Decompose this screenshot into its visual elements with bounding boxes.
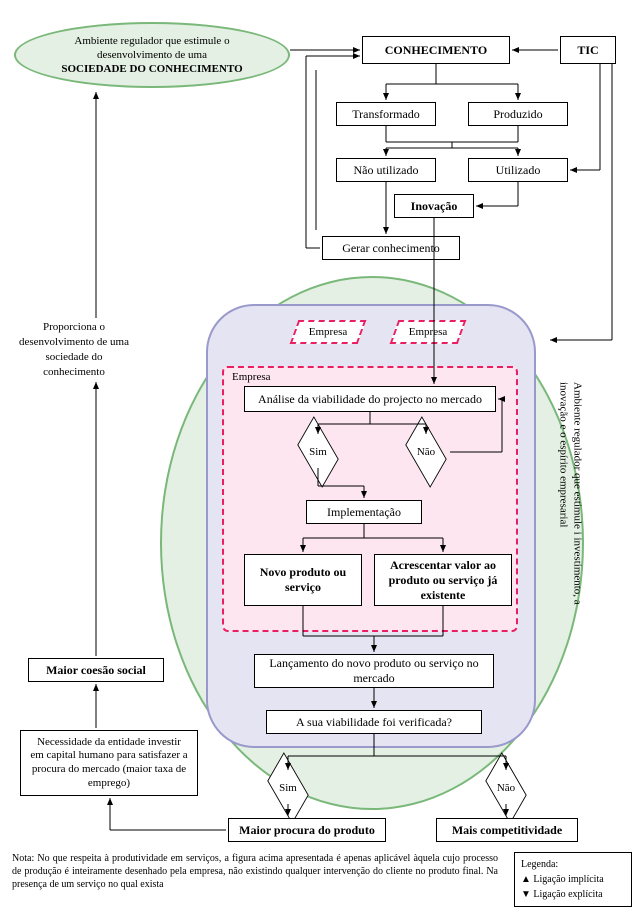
nao2-label: Não [482, 772, 530, 804]
coesao-box: Maior coesão social [28, 658, 164, 682]
top-ellipse: Ambiente regulador que estimule o desenv… [14, 22, 290, 88]
legend-implicit: Ligação implícita [533, 874, 603, 885]
impl-box: Implementação [306, 500, 422, 524]
conhecimento-box: CONHECIMENTO [362, 36, 510, 64]
empresa-para-1: Empresa [294, 320, 362, 344]
novo-box: Novo produto ou serviço [244, 554, 362, 606]
ellipse-line2: desenvolvimento de uma [97, 49, 207, 61]
ellipse-line1: Ambiente regulador que estimule o [74, 35, 229, 47]
empresa-label: Empresa [232, 370, 270, 385]
note-text: Nota: No que respeita à produtividade em… [12, 852, 498, 891]
legend-box: Legenda: ▲ Ligação implícita ▼ Ligação e… [514, 852, 632, 907]
proporciona-text: Proporciona o desenvolvimento de uma soc… [14, 320, 134, 379]
ellipse-line3: SOCIEDADE DO CONHECIMENTO [61, 63, 242, 75]
nao-utilizado-box: Não utilizado [336, 158, 436, 182]
empresa-para-2: Empresa [394, 320, 462, 344]
empresa-para-1-label: Empresa [294, 320, 362, 344]
necessidade-box: Necessidade da entidade investir em capi… [20, 730, 198, 796]
empresa-para-2-label: Empresa [394, 320, 462, 344]
nao-diamond: Não [402, 436, 450, 468]
triangle-up-icon: ▲ [521, 874, 531, 885]
inovacao-box: Inovação [394, 194, 474, 218]
verif-box: A sua viabilidade foi verificada? [266, 710, 482, 734]
analise-box: Análise da viabilidade do projecto no me… [244, 386, 496, 412]
procura-box: Maior procura do produto [228, 818, 386, 842]
legend-title: Legenda: [521, 857, 625, 872]
nao2-diamond: Não [482, 772, 530, 804]
vert-text: Ambiente regulador que estimule i invest… [556, 382, 585, 610]
triangle-down-icon: ▼ [521, 889, 531, 900]
lanc-box: Lançamento do novo produto ou serviço no… [254, 654, 494, 688]
tic-box: TIC [560, 36, 616, 64]
legend-explicit: Ligação explícita [533, 889, 602, 900]
sim-diamond: Sim [294, 436, 342, 468]
acresc-box: Acrescentar valor ao produto ou serviço … [374, 554, 512, 606]
utilizado-box: Utilizado [468, 158, 568, 182]
compet-box: Mais competitividade [436, 818, 578, 842]
nao-label: Não [402, 436, 450, 468]
gerar-box: Gerar conhecimento [322, 236, 460, 260]
sim2-diamond: Sim [264, 772, 312, 804]
sim-label: Sim [294, 436, 342, 468]
sim2-label: Sim [264, 772, 312, 804]
produzido-box: Produzido [468, 102, 568, 126]
transformado-box: Transformado [336, 102, 436, 126]
